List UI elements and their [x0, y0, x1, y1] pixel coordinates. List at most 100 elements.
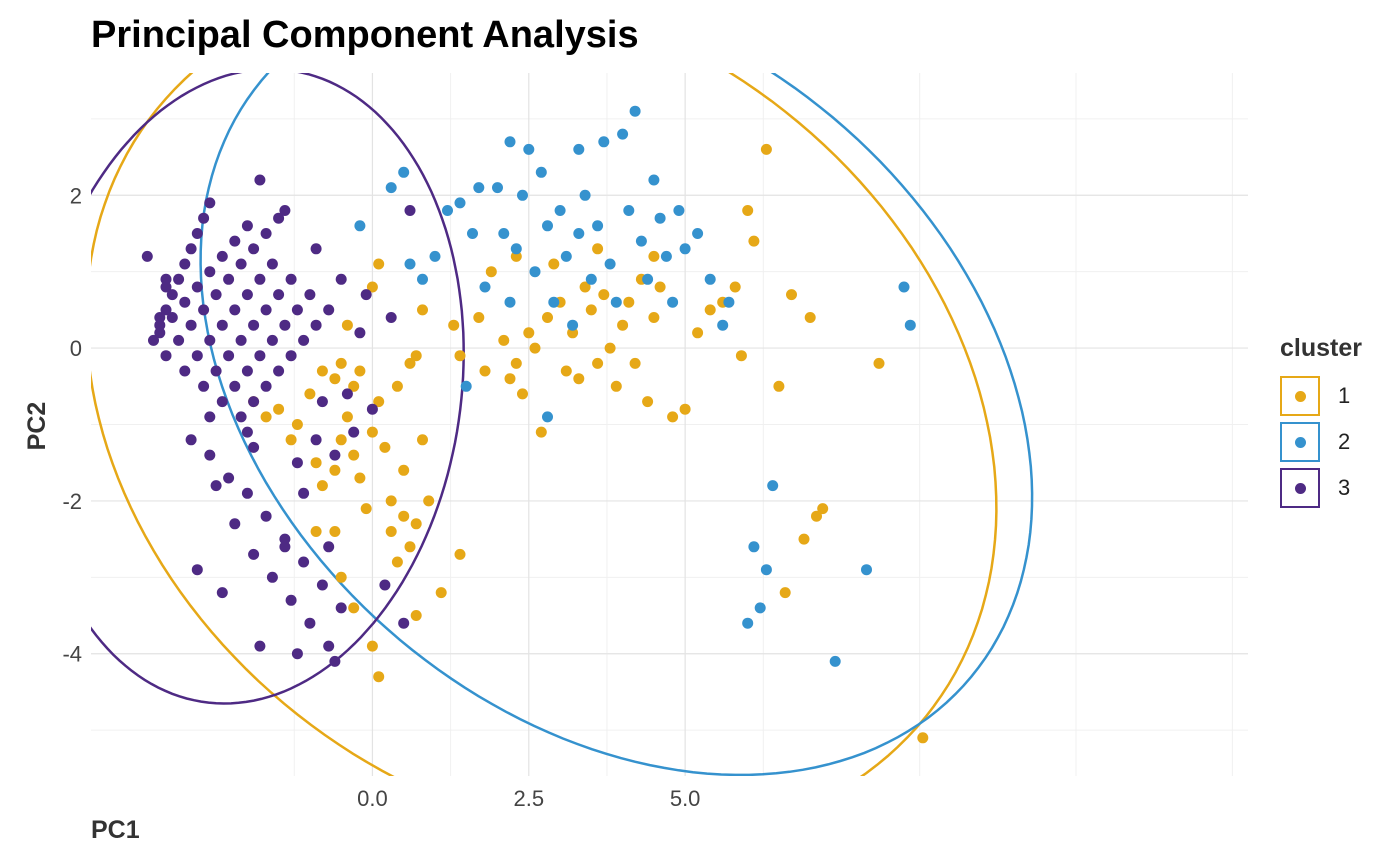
cluster-3-point [260, 510, 272, 522]
legend-key [1280, 422, 1320, 462]
cluster-2-point [667, 296, 679, 308]
cluster-1-point [592, 357, 604, 369]
cluster-1-point [285, 434, 297, 446]
cluster-3-point [329, 655, 341, 667]
cluster-3-point [241, 365, 253, 377]
cluster-3-point [229, 235, 241, 247]
cluster-3-point [223, 350, 235, 362]
cluster-3-point [254, 273, 266, 285]
cluster-3-point [285, 273, 297, 285]
cluster-2-point [417, 273, 428, 285]
cluster-1-point [648, 250, 660, 262]
cluster-3-point [229, 518, 241, 530]
cluster-3-point [210, 289, 222, 301]
cluster-1-point [417, 304, 428, 316]
cluster-3-point [154, 327, 166, 339]
legend-item-cluster-3: 3 [1280, 465, 1362, 511]
cluster-2-point [723, 296, 735, 308]
data-points [141, 105, 929, 744]
cluster-1-point [692, 327, 704, 339]
y-tick-label: 0 [70, 336, 82, 361]
cluster-3-point [198, 212, 210, 224]
cluster-1-point [592, 243, 604, 255]
cluster-1-point [579, 281, 591, 293]
cluster-2-point [648, 174, 660, 186]
cluster-2-point [642, 273, 654, 285]
cluster-3-point [179, 296, 191, 308]
cluster-3-point [235, 334, 247, 346]
cluster-1-point [510, 250, 522, 262]
cluster-1-point [742, 205, 754, 216]
legend-key [1280, 376, 1320, 416]
cluster-3-point [260, 228, 272, 239]
cluster-1-point [348, 602, 360, 614]
cluster-1-point [542, 312, 553, 323]
cluster-3-point [216, 250, 228, 262]
cluster-3-point [279, 205, 291, 216]
cluster-2-point [460, 380, 472, 392]
cluster-2-point [510, 243, 522, 255]
cluster-1-point [404, 541, 416, 553]
cluster-1-point [273, 403, 285, 415]
cluster-1-point [329, 373, 341, 385]
cluster-1-point [373, 396, 385, 408]
cluster-3-point [148, 334, 159, 346]
y-tick-label: -2 [62, 489, 82, 514]
cluster-1-point [310, 457, 322, 469]
cluster-3-point [216, 587, 228, 599]
cluster-3-point [229, 304, 241, 316]
cluster-2-point [429, 250, 441, 262]
cluster-1-point [779, 587, 791, 599]
cluster-3-point [279, 541, 291, 553]
cluster-3-ellipse [91, 73, 465, 705]
cluster-1-point [523, 327, 535, 339]
cluster-3-point [248, 441, 260, 453]
cluster-1-point [410, 350, 422, 362]
cluster-3-point [191, 350, 203, 362]
cluster-1-point [654, 281, 666, 293]
cluster-1-point [817, 503, 829, 515]
cluster-3-point [179, 365, 191, 377]
legend-item-cluster-1: 1 [1280, 373, 1362, 419]
cluster-2-point [567, 319, 579, 331]
cluster-1-point [704, 304, 716, 316]
cluster-3-point [273, 365, 285, 377]
cluster-3-point [354, 327, 366, 339]
cluster-2-point [467, 228, 478, 239]
cluster-3-point [191, 564, 203, 576]
cluster-2-point [385, 182, 397, 194]
cluster-1-point [729, 281, 741, 293]
cluster-1-point [316, 480, 328, 492]
cluster-1-point [335, 434, 347, 446]
cluster-3-point [210, 365, 222, 377]
cluster-3-point [323, 304, 335, 316]
cluster-2-point [473, 182, 485, 194]
cluster-1-point [804, 312, 816, 323]
cluster-1-point [391, 380, 403, 392]
cluster-2-point [535, 166, 547, 178]
cluster-3-point [223, 273, 235, 285]
cluster-2-point [679, 243, 691, 255]
cluster-3-point [204, 197, 216, 209]
cluster-3-point [204, 449, 216, 461]
cluster-2-ellipse [199, 73, 1034, 776]
cluster-1-point [604, 342, 616, 354]
cluster-2-point [517, 189, 528, 201]
cluster-3-point [198, 304, 210, 316]
cluster-3-point [229, 380, 241, 392]
cluster-3-point [298, 334, 310, 346]
cluster-1-point [366, 426, 378, 438]
cluster-1-point [385, 495, 397, 507]
cluster-3-point [248, 243, 260, 255]
cluster-2-point [604, 258, 616, 270]
cluster-2-point [523, 143, 535, 155]
cluster-2-point [542, 220, 553, 232]
cluster-2-point [573, 143, 585, 155]
legend-label: 3 [1338, 475, 1351, 500]
cluster-3-point [279, 533, 291, 545]
cluster-1-point [354, 365, 366, 377]
cluster-1-point [585, 304, 597, 316]
cluster-3-point [248, 548, 260, 560]
cluster-1-point [329, 464, 341, 476]
